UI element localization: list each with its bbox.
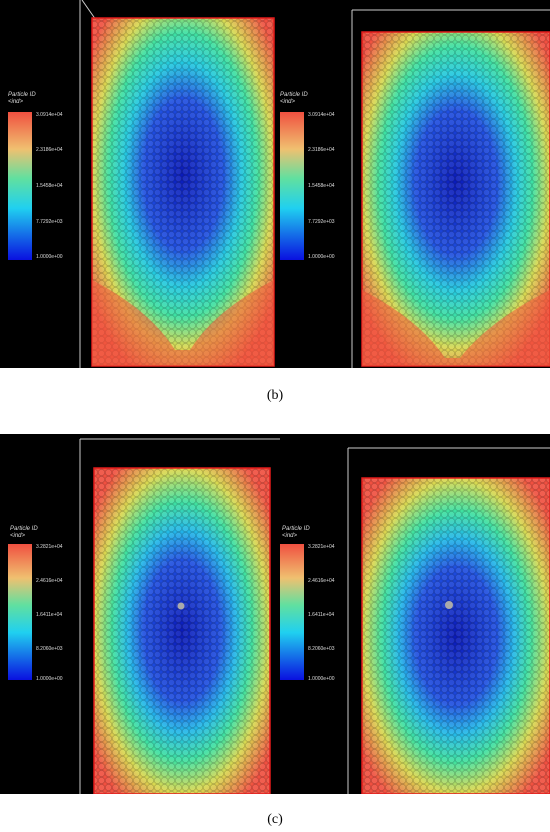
tick-label: 1.0000e+00 [308, 254, 335, 260]
legend-subtitle: <ind> [280, 99, 296, 105]
legend-title: Particle ID [10, 526, 38, 532]
tick-label: 1.5458e+04 [36, 183, 63, 189]
tick-label: 1.0000e+00 [308, 676, 335, 682]
tick-label: 3.2821e+04 [308, 544, 335, 550]
legend-b-right-title: Particle ID <ind> [280, 92, 308, 106]
tick-label: 8.2060e+03 [308, 646, 335, 652]
colorbar-b-left [8, 112, 32, 260]
legend-title: Particle ID [280, 92, 308, 98]
box-outline-right-c [361, 477, 550, 794]
box-outline-left-c [93, 467, 271, 794]
intruder-particle-right [445, 601, 453, 609]
panel-b-background [0, 0, 550, 368]
tick-label: 2.4616e+04 [308, 578, 335, 584]
legend-title: Particle ID [8, 92, 36, 98]
panel-c-svg [8, 438, 550, 794]
legend-subtitle: <ind> [8, 99, 24, 105]
caption-c: (c) [267, 812, 283, 827]
tick-label: 1.6411e+04 [36, 612, 63, 618]
legend-b-left-title: Particle ID <ind> [8, 92, 36, 106]
panel-c-background [0, 434, 550, 794]
legend-c-right-title: Particle ID <ind> [282, 526, 310, 540]
colorbar-c-left [8, 544, 32, 680]
legend-subtitle: <ind> [10, 533, 26, 539]
tick-label: 8.2060e+03 [36, 646, 63, 652]
tick-label: 3.0914e+04 [308, 112, 335, 118]
tick-label: 7.7292e+03 [36, 219, 63, 225]
tick-label: 2.3186e+04 [308, 147, 335, 153]
tick-label: 1.0000e+00 [36, 254, 63, 260]
tick-label: 3.2821e+04 [36, 544, 63, 550]
legend-title: Particle ID [282, 526, 310, 532]
panel-b-svg [8, 0, 550, 368]
tick-label: 1.0000e+00 [36, 676, 63, 682]
tick-label: 7.7292e+03 [308, 219, 335, 225]
tick-label: 2.3186e+04 [36, 147, 63, 153]
tick-label: 2.4616e+04 [36, 578, 63, 584]
colorbar-b-right [280, 112, 304, 260]
caption-b: (b) [266, 388, 284, 403]
tick-label: 1.6411e+04 [308, 612, 335, 618]
tick-label: 3.0914e+04 [36, 112, 63, 118]
legend-subtitle: <ind> [282, 533, 298, 539]
tick-label: 1.5458e+04 [308, 183, 335, 189]
legend-c-left-title: Particle ID <ind> [10, 526, 38, 540]
colorbar-c-right [280, 544, 304, 680]
intruder-particle-left [177, 602, 185, 610]
